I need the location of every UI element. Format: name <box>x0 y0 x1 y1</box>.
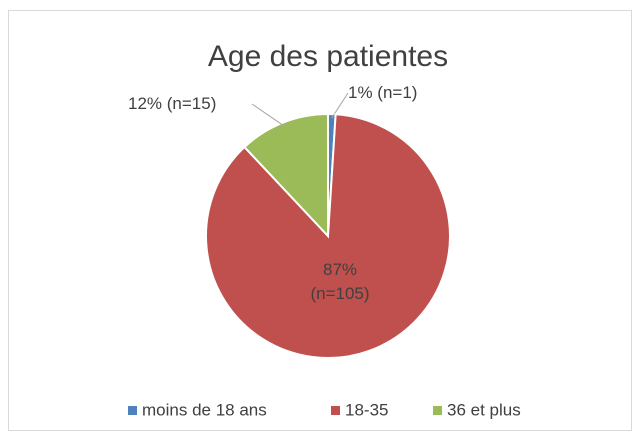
legend-swatch <box>433 406 442 415</box>
leader-line <box>331 92 349 119</box>
legend-label: 36 et plus <box>447 400 521 419</box>
legend-swatch <box>128 406 137 415</box>
legend-swatch <box>331 406 340 415</box>
leader-line <box>251 103 285 127</box>
data-label: 87% (n=105) <box>310 260 370 303</box>
legend-label: 18-35 <box>345 400 388 419</box>
legend-label: moins de 18 ans <box>142 400 267 419</box>
data-label: 12% (n=15) <box>128 94 217 113</box>
pie-slice <box>243 112 329 239</box>
chart-title: Age des patientes <box>208 40 448 73</box>
data-label: 1% (n=1) <box>348 83 418 102</box>
